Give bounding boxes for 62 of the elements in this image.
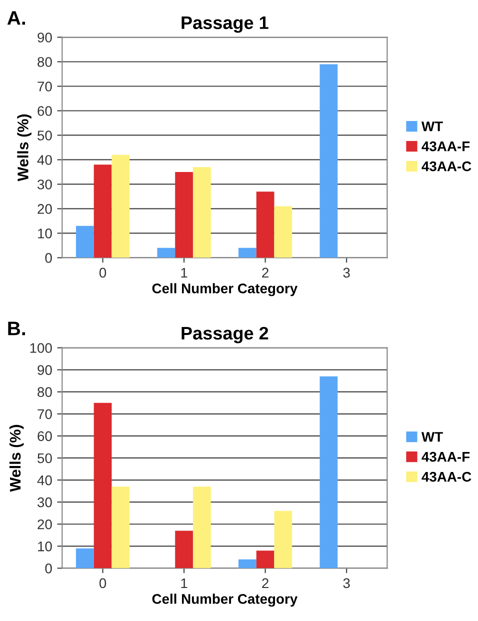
- x-axis-title: Cell Number Category: [152, 283, 298, 296]
- x-tick-label: 3: [343, 578, 350, 588]
- y-tick-label: 0: [45, 253, 52, 263]
- bar: [274, 206, 292, 258]
- x-axis-title: Cell Number Category: [152, 594, 298, 607]
- y-tick-label: 90: [38, 365, 52, 375]
- bar: [192, 486, 211, 568]
- y-tick-label: 30: [38, 497, 52, 508]
- bar: [192, 167, 211, 258]
- bar: [157, 248, 176, 258]
- bar: [320, 64, 338, 258]
- y-tick-label: 70: [38, 82, 52, 92]
- chart-title: Passage 1: [182, 16, 268, 33]
- y-axis-title: Wells (%): [9, 424, 24, 492]
- legend-label: WT: [421, 432, 443, 442]
- y-tick-label: 90: [38, 32, 52, 42]
- x-tick-label: 1: [181, 268, 188, 278]
- legend-label: 43AA-C: [422, 472, 472, 482]
- y-tick-label: 20: [38, 519, 52, 530]
- legend-label: 43AA-F: [422, 141, 470, 152]
- y-tick-label: 70: [38, 409, 52, 420]
- y-tick-label: 10: [38, 228, 52, 238]
- y-tick-label: 40: [37, 475, 52, 486]
- y-tick-label: 50: [38, 453, 52, 464]
- y-tick-label: 100: [30, 343, 52, 353]
- bar: [112, 154, 130, 258]
- y-tick-label: 50: [38, 130, 52, 140]
- x-tick-label: 3: [343, 268, 350, 278]
- bar: [238, 248, 256, 258]
- y-tick-label: 80: [38, 57, 52, 67]
- x-tick-label: 0: [99, 268, 106, 278]
- legend-label: 43AA-C: [422, 161, 472, 172]
- text: B.: [8, 322, 25, 336]
- bar: [238, 559, 256, 568]
- bar: [76, 548, 94, 568]
- bar: [112, 486, 130, 568]
- bar: [175, 172, 193, 258]
- y-tick-label: 10: [38, 542, 52, 552]
- x-tick-label: 1: [181, 578, 188, 588]
- y-tick-label: 20: [38, 204, 52, 214]
- bar: [256, 192, 274, 258]
- bar: [175, 530, 193, 568]
- y-tick-label: 40: [37, 155, 52, 165]
- y-tick-label: 30: [38, 180, 52, 190]
- x-tick-label: 2: [262, 578, 268, 588]
- bar: [256, 550, 274, 568]
- x-tick-label: 2: [262, 268, 268, 278]
- y-axis-title: Wells (%): [17, 114, 32, 182]
- text: A.: [7, 11, 25, 25]
- x-tick-label: 0: [99, 578, 106, 588]
- bar: [76, 226, 94, 258]
- y-tick-label: 60: [38, 106, 52, 116]
- legend-label: WT: [421, 122, 443, 132]
- bar: [320, 376, 338, 568]
- bar: [94, 402, 112, 568]
- legend-label: 43AA-F: [422, 452, 470, 462]
- chart-title: Passage 2: [182, 326, 268, 344]
- y-tick-label: 60: [38, 431, 52, 442]
- bar: [274, 510, 292, 568]
- bar: [94, 164, 112, 258]
- y-tick-label: 0: [45, 564, 52, 574]
- y-tick-label: 80: [38, 387, 52, 398]
